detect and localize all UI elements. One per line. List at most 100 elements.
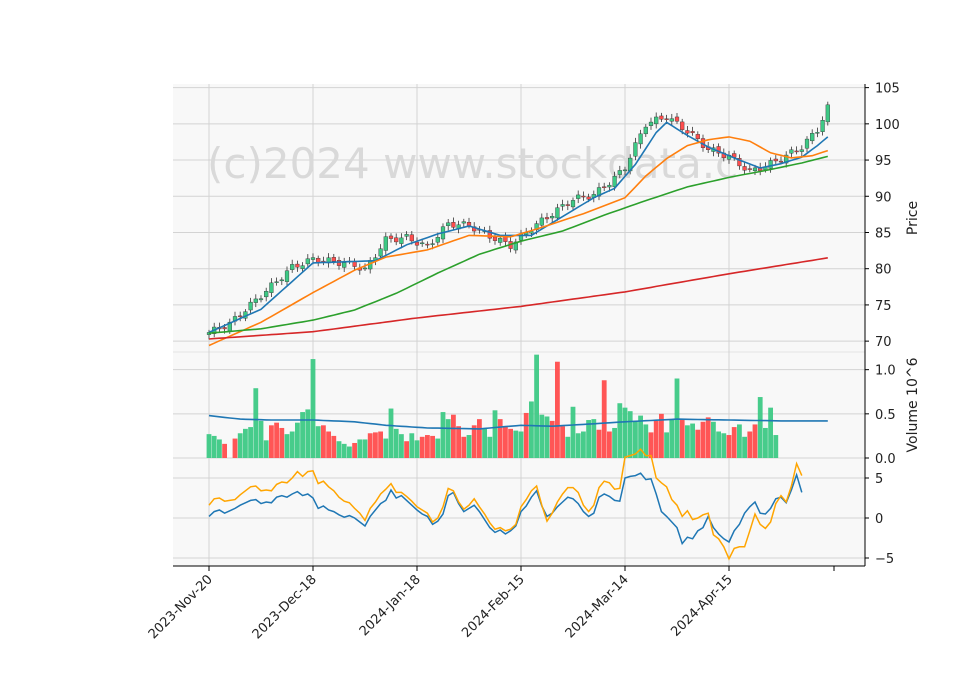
volume-bar bbox=[284, 434, 290, 458]
volume-bars bbox=[206, 354, 828, 458]
volume-bar bbox=[279, 427, 285, 458]
candle-body bbox=[388, 235, 394, 239]
candle-body bbox=[602, 186, 607, 188]
volume-bar bbox=[404, 441, 409, 458]
candle-body bbox=[565, 204, 570, 206]
volume-bar bbox=[570, 406, 576, 458]
volume-bar bbox=[466, 435, 472, 458]
price-tick-label: 80 bbox=[875, 263, 892, 278]
candle-body bbox=[825, 104, 830, 123]
volume-bar bbox=[471, 425, 477, 458]
volume-bar bbox=[263, 440, 269, 458]
volume-bar bbox=[523, 412, 529, 458]
candle-body bbox=[815, 132, 820, 134]
candle-body bbox=[399, 237, 404, 244]
volume-bar bbox=[393, 428, 399, 458]
volume-bar bbox=[419, 436, 425, 458]
candle-body bbox=[612, 175, 617, 188]
candle-body bbox=[487, 230, 492, 239]
ma-line bbox=[208, 257, 828, 340]
candle-body bbox=[492, 236, 498, 241]
price-axis-label: Price bbox=[905, 201, 921, 235]
volume-bar bbox=[211, 435, 217, 458]
x-tick-label: 2023-Dec-18 bbox=[250, 572, 320, 642]
candle-body bbox=[238, 315, 243, 318]
candle-body bbox=[264, 291, 269, 298]
volume-bar bbox=[575, 433, 581, 458]
volume-bar bbox=[352, 442, 357, 458]
volume-bar bbox=[679, 420, 685, 458]
candle-body bbox=[581, 195, 586, 198]
volume-bar bbox=[565, 436, 571, 458]
volume-bar bbox=[497, 419, 503, 458]
candle-body bbox=[539, 217, 544, 226]
candle-body bbox=[425, 243, 430, 246]
candle-body bbox=[446, 222, 451, 226]
volume-bar bbox=[378, 431, 383, 458]
volume-bar bbox=[300, 412, 305, 458]
volume-bar bbox=[326, 431, 331, 458]
volume-bar bbox=[591, 419, 597, 458]
volume-bar bbox=[664, 432, 669, 458]
volume-axis-label: Volume 10^6 bbox=[905, 357, 921, 452]
candle-body bbox=[784, 154, 789, 164]
candle-body bbox=[331, 257, 336, 262]
candle-body bbox=[804, 138, 810, 149]
candle-body bbox=[659, 115, 664, 120]
volume-bar bbox=[414, 440, 420, 458]
candle-body bbox=[680, 121, 685, 130]
volume-bar bbox=[617, 403, 623, 458]
candle-body bbox=[773, 158, 778, 162]
candle-body bbox=[664, 118, 669, 120]
candle-body bbox=[742, 166, 747, 171]
volume-bar bbox=[757, 397, 763, 458]
volume-bar bbox=[409, 433, 415, 458]
candle-body bbox=[300, 265, 305, 269]
ma-line bbox=[208, 155, 828, 334]
candle-body bbox=[669, 118, 674, 122]
volume-bar bbox=[721, 433, 727, 458]
candle-body bbox=[258, 298, 264, 301]
volume-bar bbox=[305, 409, 311, 458]
candle-body bbox=[747, 168, 752, 170]
candle-body bbox=[820, 120, 825, 132]
volume-bar bbox=[295, 422, 300, 458]
volume-bar bbox=[737, 424, 742, 458]
volume-bar bbox=[367, 433, 373, 458]
candle-body bbox=[383, 236, 388, 251]
candle-body bbox=[498, 237, 503, 243]
volume-bar bbox=[529, 401, 534, 458]
volume-bar bbox=[513, 430, 519, 458]
volume-bar bbox=[560, 426, 565, 458]
oscillator-tick-label: −5 bbox=[875, 552, 894, 567]
watermark-text: (c)2024 www.stockdata.c bbox=[207, 139, 738, 188]
volume-bar bbox=[503, 426, 508, 458]
candle-body bbox=[737, 158, 742, 167]
volume-bar bbox=[253, 388, 259, 458]
volume-bar bbox=[258, 420, 264, 458]
candle-body bbox=[342, 262, 347, 268]
candle-body bbox=[274, 281, 279, 283]
volume-bar bbox=[310, 359, 316, 458]
volume-bar bbox=[674, 378, 680, 458]
volume-bar bbox=[627, 411, 633, 458]
volume-bar bbox=[435, 438, 441, 458]
volume-bar bbox=[539, 414, 545, 458]
candle-body bbox=[378, 248, 383, 257]
x-tick-label: 2024-Mar-14 bbox=[563, 572, 632, 641]
volume-bar bbox=[653, 420, 659, 458]
candle-body bbox=[290, 264, 295, 270]
candle-body bbox=[550, 216, 555, 219]
volume-bar bbox=[243, 428, 248, 458]
candle-body bbox=[555, 207, 560, 219]
candle-body bbox=[617, 170, 622, 175]
candle-body bbox=[799, 149, 804, 152]
volume-bar bbox=[321, 425, 326, 458]
candle-body bbox=[638, 133, 643, 145]
volume-bar bbox=[425, 435, 430, 458]
candle-body bbox=[570, 200, 576, 208]
candle-body bbox=[451, 221, 456, 228]
volume-bar bbox=[373, 432, 378, 458]
candle-body bbox=[654, 116, 659, 125]
